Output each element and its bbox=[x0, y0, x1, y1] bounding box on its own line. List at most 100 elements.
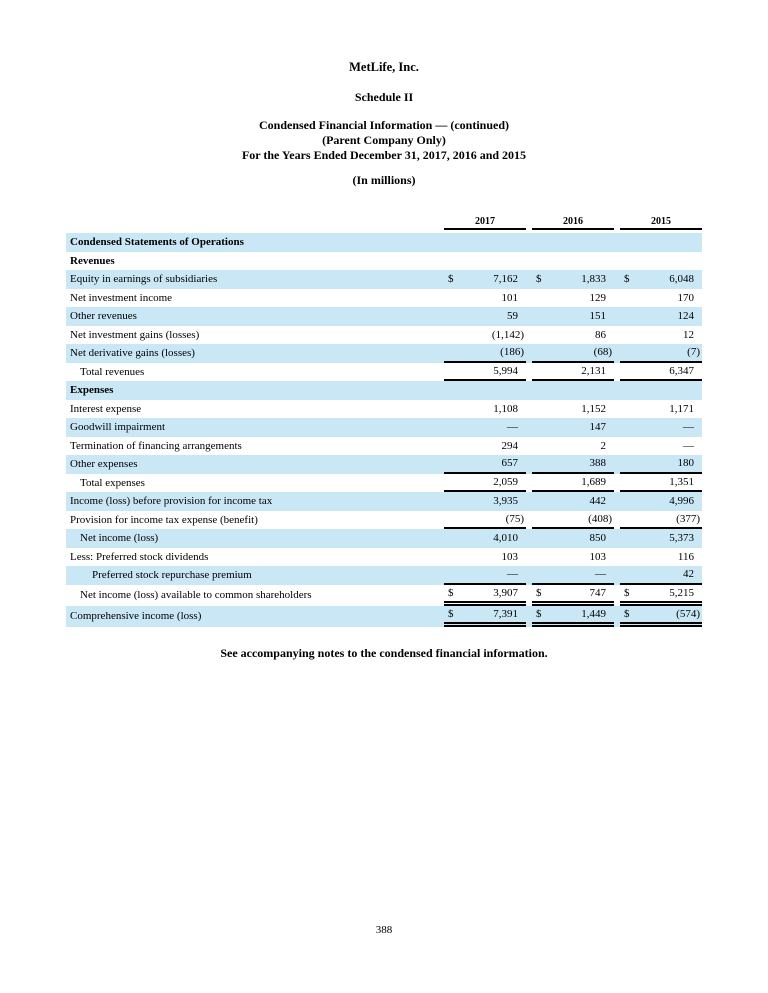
dollar-sign: $ bbox=[624, 586, 630, 599]
cell-value: 1,108 bbox=[493, 402, 518, 415]
value-cell: $7,162 bbox=[444, 270, 526, 289]
value-cell: 1,689 bbox=[532, 474, 614, 492]
cell-value: 116 bbox=[677, 550, 694, 563]
table-row: Net income (loss) 4,010 850 5,373 bbox=[66, 529, 702, 548]
value-cell: — bbox=[532, 566, 614, 585]
value-cell: 6,347 bbox=[620, 363, 702, 381]
company-title: MetLife, Inc. bbox=[349, 60, 419, 74]
cell-value: (574) bbox=[676, 607, 700, 620]
value-cell: (186) bbox=[444, 344, 526, 363]
cell-value: 2 bbox=[600, 439, 607, 452]
cell-value: 42 bbox=[683, 568, 694, 581]
value-cell: 124 bbox=[620, 307, 702, 326]
value-cell: 4,996 bbox=[620, 492, 702, 511]
row-label: Preferred stock repurchase premium bbox=[92, 569, 252, 582]
row-label: Interest expense bbox=[70, 402, 142, 415]
value-cell: — bbox=[444, 566, 526, 585]
cell-value: 2,131 bbox=[581, 364, 606, 377]
value-cell: $6,048 bbox=[620, 270, 702, 289]
year-column-header: 2015 bbox=[620, 214, 702, 230]
cell-value: 850 bbox=[589, 532, 607, 545]
dollar-sign: $ bbox=[536, 607, 542, 620]
value-cell: 1,171 bbox=[620, 400, 702, 419]
row-label: Total revenues bbox=[80, 365, 145, 378]
table-row: Net derivative gains (losses) (186) (68) (7… bbox=[66, 344, 702, 363]
dollar-sign: $ bbox=[624, 273, 630, 286]
cell-value: (1,142) bbox=[491, 328, 524, 341]
value-cell: 129 bbox=[532, 289, 614, 308]
value-cell: 850 bbox=[532, 529, 614, 548]
dollar-sign: $ bbox=[536, 586, 542, 599]
row-label: Revenues bbox=[70, 254, 115, 267]
table-row: Comprehensive income (loss) $7,391 $1,449 $… bbox=[66, 605, 702, 627]
heading-line: Condensed Financial Information — (conti… bbox=[258, 118, 510, 132]
cell-value: 129 bbox=[589, 291, 607, 304]
header-spacer bbox=[66, 214, 438, 230]
value-cell: 180 bbox=[620, 455, 702, 474]
cell-value: — bbox=[507, 421, 518, 434]
page-number: 388 bbox=[375, 924, 393, 936]
table-row: Net investment income 101 129 170 bbox=[66, 289, 702, 308]
cell-value: (377) bbox=[676, 512, 700, 525]
cell-value: 1,171 bbox=[669, 402, 694, 415]
cell-value: 1,152 bbox=[581, 402, 606, 415]
value-cell: $5,215 bbox=[620, 585, 702, 606]
value-cell: 3,935 bbox=[444, 492, 526, 511]
cell-value: 86 bbox=[595, 328, 606, 341]
cell-value: 5,994 bbox=[493, 364, 518, 377]
value-cell: 42 bbox=[620, 566, 702, 585]
cell-value: 4,996 bbox=[669, 495, 694, 508]
row-label: Net income (loss) bbox=[80, 532, 159, 545]
row-label: Other expenses bbox=[70, 458, 138, 471]
cell-value: 101 bbox=[501, 291, 519, 304]
dollar-sign: $ bbox=[624, 607, 630, 620]
cell-value: 1,351 bbox=[669, 475, 694, 488]
row-label: Equity in earnings of subsidiaries bbox=[70, 273, 218, 286]
cell-value: 2,059 bbox=[493, 475, 518, 488]
value-cell: 12 bbox=[620, 326, 702, 345]
row-label: Total expenses bbox=[80, 476, 145, 489]
value-cell: 5,373 bbox=[620, 529, 702, 548]
cell-value: 4,010 bbox=[493, 532, 518, 545]
cell-value: 103 bbox=[589, 550, 607, 563]
row-label: Net investment gains (losses) bbox=[70, 328, 200, 341]
row-label: Comprehensive income (loss) bbox=[70, 610, 202, 622]
row-label: Net income (loss) available to common sh… bbox=[80, 589, 312, 601]
value-cell: 101 bbox=[444, 289, 526, 308]
row-label: Net investment income bbox=[70, 291, 173, 304]
row-label: Goodwill impairment bbox=[70, 421, 166, 434]
cell-value: 657 bbox=[501, 457, 519, 470]
value-cell: $3,907 bbox=[444, 585, 526, 606]
value-cell: 116 bbox=[620, 548, 702, 567]
table-row: Net investment gains (losses) (1,142) 86 12 bbox=[66, 326, 702, 345]
table-row: Income (loss) before provision for incom… bbox=[66, 492, 702, 511]
table-body: Condensed Statements of Operations Revenu… bbox=[66, 233, 702, 627]
table-row: Goodwill impairment — 147 — bbox=[66, 418, 702, 437]
cell-value: 388 bbox=[589, 457, 607, 470]
cell-value: — bbox=[683, 439, 694, 452]
value-cell: 4,010 bbox=[444, 529, 526, 548]
schedule-title: Schedule II bbox=[354, 90, 414, 104]
dollar-sign: $ bbox=[448, 273, 454, 286]
value-cell: $ (574) bbox=[620, 606, 702, 627]
value-cell: 103 bbox=[444, 548, 526, 567]
value-cell: 1,351 bbox=[620, 474, 702, 492]
footnote: See accompanying notes to the condensed … bbox=[220, 645, 548, 660]
value-cell: (7) bbox=[620, 344, 702, 363]
row-label: Expenses bbox=[70, 384, 114, 397]
value-cell: — bbox=[620, 437, 702, 456]
year-column-header: 2016 bbox=[532, 214, 614, 230]
value-cell: 151 bbox=[532, 307, 614, 326]
table-row: Revenues bbox=[66, 252, 702, 271]
value-cell: (408) bbox=[532, 511, 614, 529]
value-cell: 2,131 bbox=[532, 363, 614, 381]
row-label: Less: Preferred stock dividends bbox=[70, 550, 209, 563]
value-cell: 59 bbox=[444, 307, 526, 326]
table-row: Other revenues 59 151 124 bbox=[66, 307, 702, 326]
financial-table: 2017 2016 2015 Condensed Statements of Ope… bbox=[66, 214, 702, 627]
value-cell: $7,391 bbox=[444, 606, 526, 627]
value-cell: (75) bbox=[444, 511, 526, 529]
value-cell: — bbox=[444, 418, 526, 437]
table-row: Equity in earnings of subsidiaries $7,162… bbox=[66, 270, 702, 289]
